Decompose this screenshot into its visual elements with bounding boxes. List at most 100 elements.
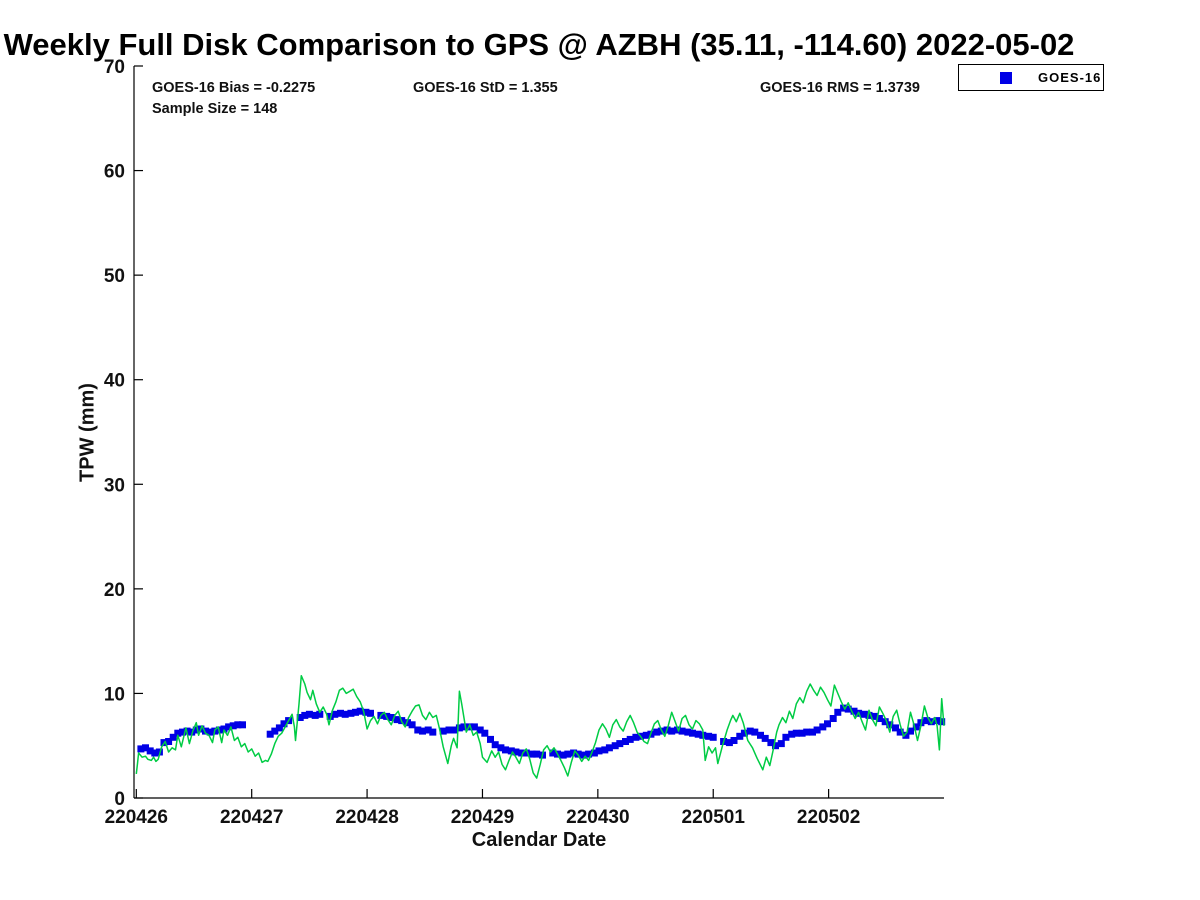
- goes16-data-point: [834, 708, 842, 716]
- goes16-data-point: [709, 733, 717, 741]
- goes16-data-point: [502, 746, 509, 754]
- goes16-data-point: [533, 750, 541, 758]
- goes16-data-point: [301, 711, 309, 719]
- goes16-data-point: [927, 718, 935, 726]
- goes16-data-point: [886, 721, 894, 729]
- goes16-data-point: [408, 721, 416, 729]
- goes16-data-point: [792, 729, 800, 737]
- goes16-data-point: [860, 710, 868, 718]
- goes16-data-point: [902, 731, 910, 739]
- goes16-data-point: [476, 726, 484, 734]
- goes16-data-point: [362, 708, 370, 716]
- goes16-data-point: [819, 723, 827, 731]
- goes16-data-point: [580, 751, 588, 759]
- x-tick-label: 220501: [682, 807, 746, 828]
- goes16-data-point: [875, 715, 883, 722]
- goes16-data-point: [316, 710, 324, 718]
- goes16-data-point: [642, 731, 650, 739]
- goes16-data-point: [280, 720, 288, 728]
- goes16-data-point: [460, 723, 468, 731]
- goes16-data-point: [668, 727, 676, 735]
- goes16-data-point: [746, 727, 754, 735]
- goes16-data-point: [347, 709, 355, 717]
- goes16-data-point: [142, 744, 149, 752]
- goes16-data-point: [844, 705, 852, 713]
- goes16-data-point: [275, 724, 283, 732]
- goes16-data-point: [850, 707, 858, 715]
- goes16-data-point: [367, 709, 374, 717]
- goes16-data-point: [497, 744, 505, 752]
- goes16-data-point: [761, 734, 769, 742]
- gps-line: [135, 674, 945, 779]
- goes16-data-point: [809, 728, 816, 736]
- goes16-data-point: [341, 710, 349, 718]
- goes16-data-point: [564, 750, 572, 758]
- goes16-data-point: [813, 726, 821, 734]
- goes16-data-point: [938, 718, 946, 726]
- goes16-data-point: [481, 729, 489, 737]
- goes16-data-point: [782, 733, 790, 741]
- y-tick-label: 60: [104, 162, 125, 183]
- goes16-data-point: [528, 750, 536, 758]
- x-tick-label: 220430: [566, 807, 629, 828]
- goes16-data-point: [689, 729, 696, 737]
- goes16-data-point: [601, 746, 609, 754]
- goes16-data-point: [678, 727, 686, 735]
- y-axis-label: TPW (mm): [76, 383, 99, 482]
- goes16-data-point: [705, 732, 713, 740]
- goes16-data-point: [595, 747, 603, 755]
- goes16-data-point: [605, 744, 613, 752]
- x-tick-label: 220426: [105, 807, 168, 828]
- goes16-data-point: [414, 726, 422, 734]
- goes16-data-point: [419, 727, 426, 735]
- y-tick-label: 70: [104, 57, 125, 78]
- goes16-data-point: [518, 749, 526, 757]
- goes16-data-point: [352, 708, 359, 716]
- goes16-data-point: [491, 741, 499, 749]
- goes16-data-point: [271, 727, 279, 735]
- goes16-data-point: [311, 711, 319, 719]
- y-tick-label: 20: [104, 580, 125, 601]
- goes16-data-point: [239, 721, 246, 729]
- goes16-data-point: [229, 722, 237, 730]
- goes16-markers: [137, 704, 946, 759]
- goes16-data-point: [590, 749, 598, 757]
- goes16-data-point: [220, 725, 228, 733]
- goes16-data-point: [356, 707, 364, 715]
- goes16-data-point: [151, 749, 159, 757]
- goes16-data-point: [470, 723, 478, 731]
- goes16-data-point: [725, 739, 733, 747]
- goes16-data-point: [694, 730, 702, 738]
- goes16-data-point: [933, 717, 941, 725]
- goes16-data-point: [730, 737, 738, 744]
- x-tick-label: 220428: [335, 807, 398, 828]
- goes16-data-point: [169, 733, 177, 741]
- goes16-data-point: [387, 714, 395, 721]
- stat-sample-size: Sample Size = 148: [152, 101, 278, 117]
- x-axis-label: Calendar Date: [471, 829, 607, 851]
- goes16-data-point: [326, 712, 334, 720]
- goes16-data-point: [684, 728, 692, 736]
- goes16-data-point: [740, 729, 748, 737]
- goes16-data-point: [871, 712, 879, 720]
- goes16-data-point: [155, 748, 163, 756]
- x-tick-label: 220427: [220, 807, 283, 828]
- legend-square-marker-icon: [1000, 71, 1012, 84]
- goes16-data-point: [585, 750, 593, 758]
- goes16-data-point: [788, 730, 796, 738]
- goes16-data-point: [429, 728, 437, 736]
- goes16-data-point: [751, 728, 759, 736]
- goes16-data-point: [225, 723, 233, 731]
- goes16-data-point: [445, 726, 453, 734]
- stat-rms: GOES-16 RMS = 1.3739: [760, 80, 920, 96]
- goes16-data-point: [424, 726, 432, 734]
- goes16-data-point: [777, 740, 785, 748]
- goes16-data-point: [896, 728, 904, 736]
- x-tick-label: 220429: [451, 807, 514, 828]
- goes16-data-point: [803, 728, 811, 736]
- goes16-data-point: [757, 731, 764, 739]
- x-tick-label: 220502: [797, 807, 860, 828]
- goes16-data-point: [487, 735, 494, 743]
